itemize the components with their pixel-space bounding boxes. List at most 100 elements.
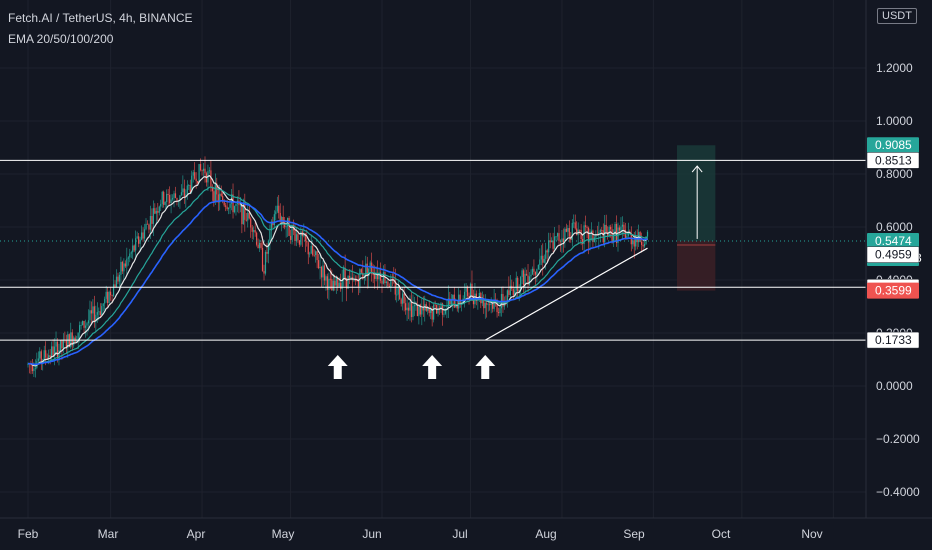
candle xyxy=(245,219,247,221)
candle xyxy=(502,294,504,307)
candle xyxy=(83,321,85,328)
candle xyxy=(590,230,593,234)
svg-text:0.8513: 0.8513 xyxy=(875,153,912,167)
candle xyxy=(372,273,374,276)
candle xyxy=(416,304,418,317)
annotations xyxy=(327,165,703,379)
candle xyxy=(107,291,109,303)
candle xyxy=(514,290,516,296)
candle xyxy=(642,244,644,247)
ema-20-line xyxy=(28,174,648,367)
candle xyxy=(115,276,118,288)
candle xyxy=(593,237,595,242)
candle xyxy=(256,232,258,245)
candle xyxy=(120,261,122,275)
candle xyxy=(635,237,637,247)
candle xyxy=(269,230,271,241)
candle xyxy=(444,309,447,314)
svg-text:0.3599: 0.3599 xyxy=(875,284,912,298)
candle xyxy=(239,204,241,206)
candle xyxy=(556,233,559,237)
svg-text:0.1733: 0.1733 xyxy=(875,333,912,347)
candle xyxy=(612,235,615,242)
candle xyxy=(315,251,317,256)
candle xyxy=(636,237,638,243)
candle xyxy=(186,185,188,195)
candle xyxy=(357,280,359,287)
candle xyxy=(204,168,206,174)
candle xyxy=(605,224,607,232)
candle xyxy=(553,236,556,249)
candle xyxy=(43,350,45,360)
candle xyxy=(180,192,182,196)
candle xyxy=(589,233,591,243)
candle xyxy=(552,240,554,249)
x-tick-label: Nov xyxy=(801,527,822,541)
chart-title[interactable]: Fetch.AI / TetherUS, 4h, BINANCE xyxy=(8,11,193,25)
candle xyxy=(576,228,578,236)
candle xyxy=(126,258,128,267)
candle xyxy=(421,307,423,315)
candle xyxy=(523,270,525,286)
candle xyxy=(142,232,144,239)
candle xyxy=(306,241,308,243)
y-tick-label: −0.2000 xyxy=(876,432,920,446)
candle xyxy=(244,202,246,220)
candle xyxy=(225,205,227,207)
candle xyxy=(320,266,323,278)
candle xyxy=(310,245,312,254)
candle xyxy=(92,306,94,314)
candle xyxy=(582,238,584,245)
candle xyxy=(335,277,337,286)
candle xyxy=(254,230,256,233)
candle xyxy=(546,250,548,253)
candle xyxy=(151,216,153,224)
candle xyxy=(562,238,565,243)
candle xyxy=(174,193,177,198)
candle xyxy=(599,230,601,233)
candle xyxy=(641,241,643,245)
candle xyxy=(437,308,439,314)
candle xyxy=(626,235,628,240)
candle xyxy=(540,255,542,260)
candle xyxy=(148,224,150,230)
candle xyxy=(67,334,69,348)
candle xyxy=(266,251,268,254)
candle xyxy=(182,188,184,193)
candle xyxy=(580,229,582,239)
candle xyxy=(132,245,134,253)
candle xyxy=(565,228,567,232)
candle xyxy=(497,312,500,314)
candle xyxy=(117,276,119,282)
candle xyxy=(307,242,309,255)
candle xyxy=(478,292,480,300)
candle xyxy=(346,278,348,289)
price-axis[interactable]: 1.20001.00000.80000.60000.40000.20000.00… xyxy=(865,0,932,550)
candle xyxy=(235,204,237,207)
candle xyxy=(304,233,306,242)
candle xyxy=(121,261,123,272)
horizontal-levels[interactable] xyxy=(0,159,866,341)
candle xyxy=(39,351,41,359)
candle xyxy=(517,277,519,292)
candle xyxy=(124,263,126,267)
candle xyxy=(574,222,576,229)
candle xyxy=(344,268,346,279)
candle xyxy=(587,227,590,243)
candle xyxy=(620,226,622,231)
indicator-label[interactable]: EMA 20/50/100/200 xyxy=(8,32,114,46)
candle xyxy=(166,193,168,202)
x-tick-label: Oct xyxy=(712,527,731,541)
candle xyxy=(489,304,491,306)
currency-button[interactable]: USDT xyxy=(877,8,917,24)
time-axis[interactable]: Feb Mar Apr May Jun Jul Aug Sep Oct Nov xyxy=(0,517,932,550)
candle xyxy=(525,273,528,276)
candle xyxy=(104,298,106,304)
candle xyxy=(146,223,149,225)
candle xyxy=(276,205,278,212)
candle xyxy=(397,286,399,295)
candle xyxy=(458,294,460,309)
candle xyxy=(427,307,429,311)
candle xyxy=(96,312,98,315)
